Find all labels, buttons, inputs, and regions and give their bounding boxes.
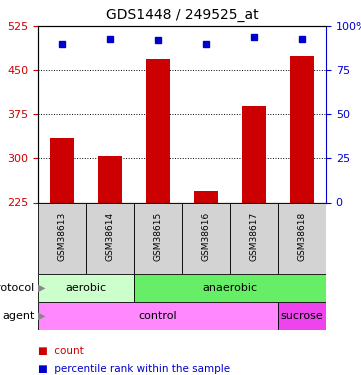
Text: GSM38616: GSM38616: [201, 212, 210, 261]
Bar: [134, 202, 182, 274]
Text: aerobic: aerobic: [65, 283, 106, 293]
Text: ■  count: ■ count: [38, 346, 84, 355]
Text: protocol: protocol: [0, 283, 34, 293]
Title: GDS1448 / 249525_at: GDS1448 / 249525_at: [106, 9, 258, 22]
Text: GSM38618: GSM38618: [297, 212, 306, 261]
Bar: [194, 191, 218, 202]
Bar: [290, 56, 314, 202]
Bar: [278, 302, 326, 330]
Text: GSM38614: GSM38614: [105, 212, 114, 261]
Text: control: control: [139, 311, 177, 321]
Text: ▶: ▶: [38, 311, 45, 321]
Text: ■  percentile rank within the sample: ■ percentile rank within the sample: [38, 364, 230, 374]
Bar: [134, 274, 326, 302]
Bar: [278, 202, 326, 274]
Bar: [230, 202, 278, 274]
Bar: [38, 274, 134, 302]
Text: sucrose: sucrose: [280, 311, 323, 321]
Bar: [38, 302, 278, 330]
Bar: [242, 106, 266, 202]
Bar: [146, 58, 170, 202]
Text: GSM38613: GSM38613: [57, 212, 66, 261]
Text: GSM38615: GSM38615: [153, 212, 162, 261]
Text: anaerobic: anaerobic: [203, 283, 257, 293]
Bar: [98, 156, 122, 203]
Bar: [50, 138, 74, 202]
Bar: [86, 202, 134, 274]
Bar: [182, 202, 230, 274]
Bar: [38, 202, 86, 274]
Text: GSM38617: GSM38617: [249, 212, 258, 261]
Text: ▶: ▶: [38, 283, 45, 293]
Text: agent: agent: [2, 311, 34, 321]
